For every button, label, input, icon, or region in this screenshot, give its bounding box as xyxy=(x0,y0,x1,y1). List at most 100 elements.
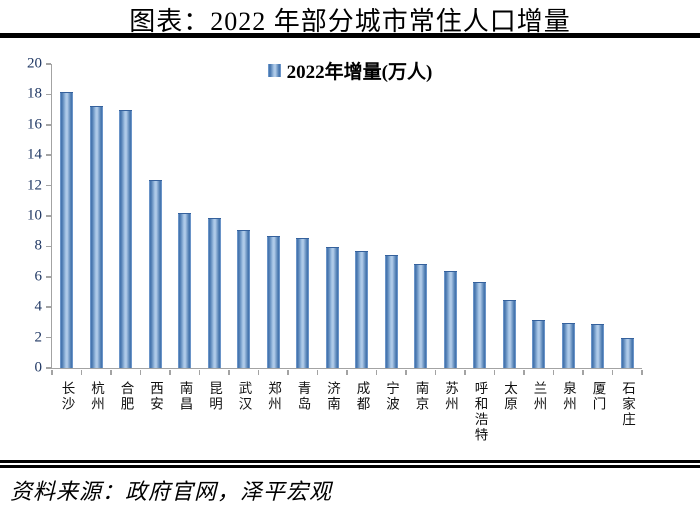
x-axis-tick xyxy=(346,369,348,375)
y-axis-tick xyxy=(45,367,51,369)
bar-宁波 xyxy=(384,254,398,368)
x-axis-tick xyxy=(552,369,555,375)
y-axis-tick-label: 8 xyxy=(34,237,43,254)
bar-青岛 xyxy=(296,237,310,368)
bar-长沙 xyxy=(60,91,74,368)
bar-兰州 xyxy=(532,319,546,368)
title-divider xyxy=(0,33,700,38)
x-axis-tick xyxy=(611,369,614,375)
bar-呼和浩特 xyxy=(473,281,487,368)
bar-成都 xyxy=(355,251,369,368)
x-axis-label: 武汉 xyxy=(229,381,259,412)
y-axis-tick xyxy=(45,184,51,187)
y-axis-tick xyxy=(45,93,51,96)
bar-武汉 xyxy=(237,230,251,368)
x-axis-tick xyxy=(375,369,378,375)
x-axis-tick xyxy=(434,369,437,375)
y-axis-tick-label: 18 xyxy=(27,85,42,102)
x-axis-label-text: 合肥 xyxy=(118,381,134,412)
x-axis-label-text: 苏州 xyxy=(443,381,458,412)
x-axis-label-text: 青岛 xyxy=(295,381,311,412)
x-axis-label: 杭州 xyxy=(82,381,112,412)
y-axis-tick-label: 2 xyxy=(34,329,43,346)
x-axis-label: 郑州 xyxy=(259,381,289,412)
bar-郑州 xyxy=(266,236,280,368)
x-axis-label-text: 厦门 xyxy=(590,381,606,412)
x-axis-label-text: 南昌 xyxy=(177,381,193,412)
x-axis-label: 合肥 xyxy=(111,381,141,412)
y-axis-tick-label: 6 xyxy=(34,268,43,285)
legend-label: 2022年增量(万人) xyxy=(286,62,433,83)
y-axis-tick xyxy=(45,63,51,65)
bar-西安 xyxy=(148,180,162,368)
x-axis-label: 南京 xyxy=(406,381,436,412)
bar-杭州 xyxy=(89,105,103,368)
x-axis-tick xyxy=(464,369,466,375)
plot-area: 0 2 4 6 8 10 12 14 16 18 20 长沙 杭州 合肥 西安 南昌 昆明 武汉 郑州 青岛 济南 成都宁… xyxy=(27,56,643,443)
x-axis-label: 昆明 xyxy=(200,381,230,412)
x-axis-tick xyxy=(405,369,407,375)
x-axis-tick xyxy=(316,369,319,375)
x-axis-tick xyxy=(228,369,230,375)
y-axis-tick xyxy=(45,336,51,339)
x-axis-label-text: 昆明 xyxy=(207,381,222,412)
source-note: 资料来源：政府官网，泽平宏观 xyxy=(10,479,333,504)
x-axis-tick xyxy=(287,369,289,375)
bar-济南 xyxy=(325,246,339,368)
x-axis-label: 呼和浩特 xyxy=(465,381,495,443)
y-axis-tick xyxy=(45,124,51,126)
x-axis-tick xyxy=(198,369,201,375)
footer-divider-top xyxy=(0,460,700,463)
x-axis-label: 兰州 xyxy=(524,381,554,412)
bar-太原 xyxy=(502,300,516,368)
x-axis-label-text: 成都 xyxy=(354,381,370,412)
x-axis-tick xyxy=(493,369,496,375)
y-axis-tick-label: 4 xyxy=(34,298,43,315)
x-axis-tick xyxy=(582,369,584,375)
x-axis-label: 石家庄 xyxy=(613,381,643,428)
x-axis-tick xyxy=(257,369,260,375)
y-axis-tick-label: 20 xyxy=(27,55,42,72)
x-axis-tick xyxy=(169,369,171,375)
x-axis-label: 宁波 xyxy=(377,381,407,412)
x-axis-tick xyxy=(139,369,142,375)
x-axis-label-text: 西安 xyxy=(148,381,163,412)
y-axis-tick-label: 16 xyxy=(27,116,42,133)
x-axis-tick xyxy=(51,369,53,375)
legend: 2022年增量(万人) xyxy=(0,57,700,84)
x-axis-label-text: 郑州 xyxy=(266,381,281,412)
bar-石家庄 xyxy=(620,338,634,368)
bar-合肥 xyxy=(119,110,133,368)
x-axis-tick xyxy=(523,369,525,375)
x-axis-label: 南昌 xyxy=(170,381,200,412)
chart-title: 图表：2022 年部分城市常住人口增量 xyxy=(129,7,571,36)
x-axis-label-text: 呼和浩特 xyxy=(472,381,488,443)
y-axis-tick xyxy=(45,215,51,217)
x-axis-label: 泉州 xyxy=(554,381,584,412)
footer-divider-bottom xyxy=(0,465,700,468)
x-axis-label: 西安 xyxy=(141,381,171,412)
x-axis-label: 太原 xyxy=(495,381,525,412)
x-axis-label-text: 长沙 xyxy=(59,381,75,412)
legend-marker-icon xyxy=(267,64,281,77)
x-axis-label-text: 兰州 xyxy=(531,381,547,412)
bar-厦门 xyxy=(591,324,605,368)
x-axis-tick xyxy=(641,369,643,375)
bar-昆明 xyxy=(207,218,221,368)
x-axis-label-text: 杭州 xyxy=(89,381,104,412)
x-axis-label-text: 南京 xyxy=(413,381,429,412)
y-axis-tick-label: 12 xyxy=(27,177,42,194)
y-axis-tick xyxy=(45,245,51,248)
y-axis-tick-label: 10 xyxy=(27,207,42,224)
x-axis-tick xyxy=(110,369,112,375)
x-axis-label: 青岛 xyxy=(288,381,318,412)
x-axis-label: 厦门 xyxy=(583,381,613,412)
y-axis-tick-label: 0 xyxy=(34,359,43,376)
bar-泉州 xyxy=(561,322,575,368)
x-axis-label: 苏州 xyxy=(436,381,466,412)
bar-苏州 xyxy=(443,271,457,368)
bar-南京 xyxy=(414,263,428,368)
x-axis-label-text: 太原 xyxy=(502,381,517,412)
x-axis-label: 长沙 xyxy=(52,381,82,412)
